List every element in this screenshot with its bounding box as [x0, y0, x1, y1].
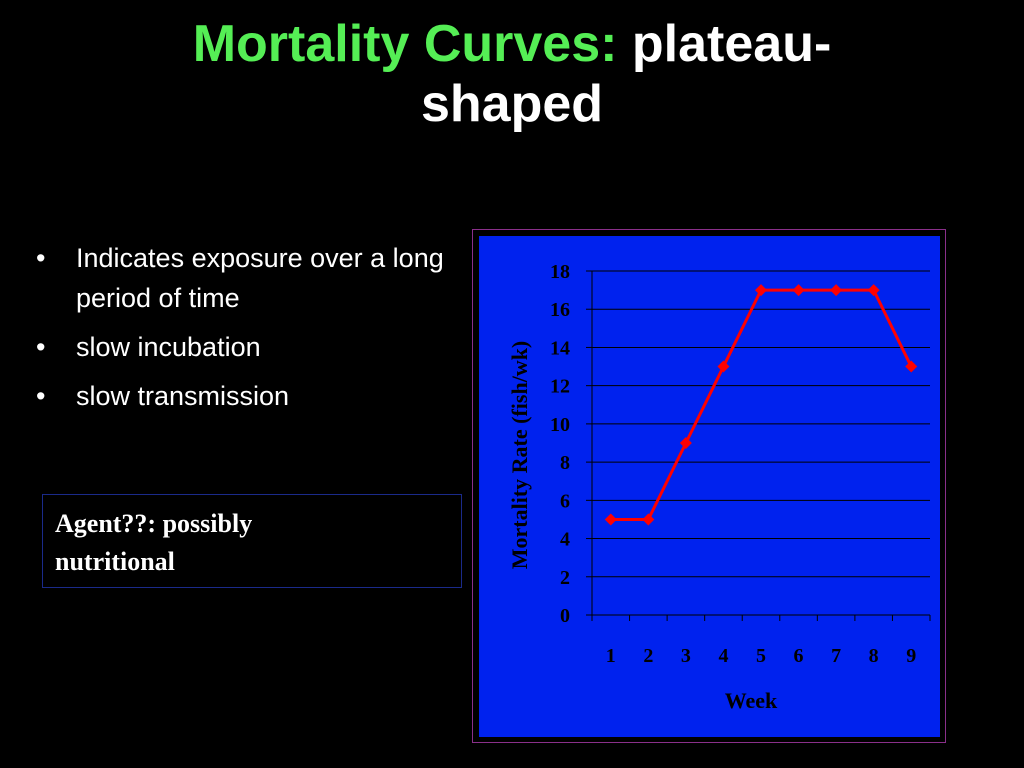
y-tick-label: 10	[550, 414, 570, 436]
agent-text-line: Agent??: possibly	[55, 509, 253, 538]
y-tick-label: 12	[550, 376, 570, 398]
y-tick-label: 18	[550, 261, 570, 283]
chart-series	[604, 284, 918, 526]
x-tick-label: 9	[906, 645, 916, 667]
data-point-marker	[867, 284, 880, 297]
agent-textbox: Agent??: possibly nutritional	[42, 494, 462, 588]
data-point-marker	[642, 513, 655, 526]
x-tick-label: 4	[718, 645, 728, 667]
chart-frame	[472, 229, 946, 743]
chart-axes	[586, 270, 931, 621]
x-tick-label: 2	[643, 645, 653, 667]
x-tick-label: 7	[831, 645, 841, 667]
y-tick-label: 14	[550, 337, 570, 359]
x-tick-label: 3	[681, 645, 691, 667]
data-point-marker	[905, 360, 918, 373]
data-point-marker	[755, 284, 767, 297]
x-tick-label: 1	[606, 645, 616, 667]
y-tick-label: 8	[560, 452, 570, 474]
chart-background	[478, 235, 941, 738]
y-tick-label: 4	[560, 529, 570, 551]
bullet-item: slow incubation	[30, 327, 450, 367]
data-point-marker	[679, 437, 692, 449]
title-shape-continued: shaped	[420, 75, 604, 133]
x-tick-label: 5	[756, 645, 766, 667]
data-point-marker	[717, 360, 730, 373]
title-shape: plateau-	[631, 15, 832, 73]
slide-title: Mortality Curves: plateau- shaped	[0, 14, 1024, 134]
y-tick-label: 16	[550, 299, 570, 321]
y-axis-title: Mortality Rate (fish/wk)	[507, 341, 532, 570]
data-point-marker	[792, 284, 805, 297]
bullet-list: Indicates exposure over a long period of…	[30, 238, 450, 425]
title-main: Mortality Curves:	[192, 15, 618, 73]
agent-text-line: nutritional	[55, 547, 175, 576]
y-tick-label: 6	[560, 490, 570, 512]
bullet-item: Indicates exposure over a long period of…	[30, 238, 450, 318]
x-tick-label: 6	[794, 645, 804, 667]
y-tick-label: 2	[560, 567, 570, 589]
x-axis-title: Week	[725, 688, 778, 713]
data-point-marker	[830, 284, 843, 297]
bullet-item: slow transmission	[30, 376, 450, 416]
y-tick-label: 0	[560, 605, 570, 627]
data-point-marker	[604, 513, 617, 526]
x-tick-label: 8	[869, 645, 879, 667]
